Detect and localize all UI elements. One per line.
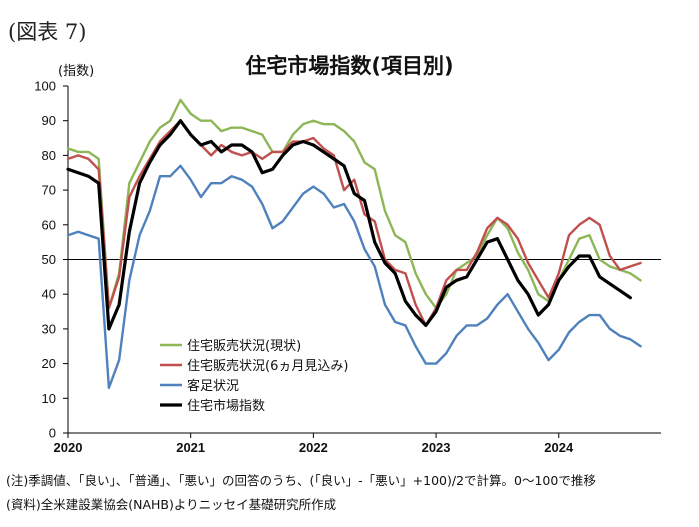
series-line <box>66 164 642 390</box>
y-tick-label: 50 <box>42 252 56 267</box>
series-line <box>66 98 642 310</box>
y-tick-label: 20 <box>42 356 56 371</box>
figure-label: (図表 7) <box>8 20 87 44</box>
x-tick-label: 2024 <box>544 440 574 455</box>
y-axis-label: (指数) <box>58 64 95 79</box>
y-tick-label: 70 <box>42 183 56 198</box>
series-line <box>66 119 632 331</box>
note-line: (注)季調値、「良い」、「普通」、「悪い」の回答のうち、(「良い」-「悪い」+1… <box>6 473 596 488</box>
y-tick-label: 40 <box>42 287 56 302</box>
y-tick-label: 60 <box>42 217 56 232</box>
y-tick-label: 30 <box>42 321 56 336</box>
y-tick-label: 90 <box>42 113 56 128</box>
y-tick-label: 0 <box>49 426 56 441</box>
legend-entry: 住宅販売状況(現状) <box>187 338 301 354</box>
series-line <box>66 119 642 327</box>
y-tick-label: 10 <box>42 391 56 406</box>
x-tick-label: 2020 <box>54 440 83 455</box>
y-tick-label: 100 <box>34 79 56 94</box>
x-tick-label: 2023 <box>422 440 451 455</box>
legend-entry: 住宅販売状況(6ヵ月見込み) <box>187 358 348 374</box>
x-tick-label: 2021 <box>176 440 205 455</box>
legend-entry: 客足状況 <box>187 378 239 394</box>
legend-entry: 住宅市場指数 <box>187 398 265 414</box>
x-tick-label: 2022 <box>299 440 328 455</box>
chart-title: 住宅市場指数(項目別) <box>245 54 454 78</box>
y-tick-label: 80 <box>42 148 56 163</box>
source-line: (資料)全米建設業協会(NAHB)よりニッセイ基礎研究所作成 <box>6 497 337 512</box>
